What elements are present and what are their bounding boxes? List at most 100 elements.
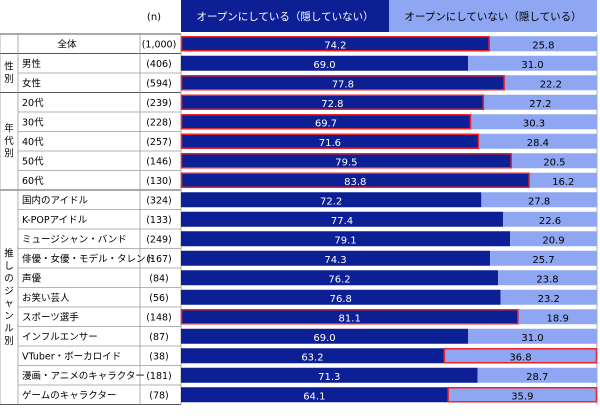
category-label: ゲームのキャラクター: [22, 390, 116, 402]
group-label: 推しのジャンル別: [4, 247, 14, 347]
bar-open: [181, 114, 471, 130]
chart-row: 漫画・アニメのキャラクター (181) 71.3 28.7: [22, 367, 597, 383]
sample-size-label: (56): [149, 293, 169, 304]
category-label: 男性: [22, 58, 42, 70]
bar-open: [181, 328, 469, 344]
chart-rows: 全体 (1,000) 74.2 25.8 男性 (406) 69.0 31.0 女性 (594) 7…: [22, 36, 598, 403]
value-label-open: 74.2: [324, 40, 346, 51]
value-label-open: 63.2: [301, 352, 323, 363]
sample-size-label: (38): [149, 352, 169, 363]
value-label-open: 71.3: [318, 372, 340, 383]
value-label-hidden: 31.0: [521, 60, 543, 71]
bar-open: [181, 211, 503, 227]
value-label-hidden: 27.8: [528, 196, 550, 207]
group-label: 性別: [4, 61, 14, 86]
bar-open: [181, 270, 498, 286]
bar-hidden: [500, 289, 597, 305]
legend: (n) オープンにしている（隠していない） オープンにしていない（隠している）: [147, 0, 597, 32]
bar-hidden: [478, 133, 597, 149]
bar-open: [181, 153, 512, 169]
sample-size-label: (1,000): [142, 40, 177, 51]
bar-hidden: [443, 348, 597, 364]
sample-size-label: (181): [146, 371, 172, 382]
sample-size-label: (239): [146, 98, 172, 109]
chart-row: ミュージシャン・バンド (249) 79.1 20.9: [22, 231, 597, 247]
chart-row: インフルエンサー (87) 69.0 31.0: [22, 328, 597, 344]
chart-row: ゲームのキャラクター (78) 64.1 35.9: [22, 387, 598, 403]
value-label-hidden: 25.7: [532, 255, 554, 266]
highlight-box-open: [180, 172, 530, 188]
bar-open: [181, 133, 479, 149]
category-label: 全体: [57, 39, 77, 51]
value-label-open: 79.1: [334, 235, 356, 246]
category-label: 声優: [22, 273, 42, 285]
highlight-box-open: [180, 153, 512, 169]
value-label-open: 64.1: [303, 391, 325, 402]
highlight-box-open: [180, 114, 472, 130]
value-label-open: 77.8: [332, 79, 354, 90]
chart-row: 20代 (239) 72.8 27.2: [22, 94, 597, 110]
value-label-hidden: 28.4: [527, 138, 549, 149]
sample-size-label: (146): [146, 157, 172, 168]
value-label-open: 69.0: [313, 333, 335, 344]
chart-row: VTuber・ボーカロイド (38) 63.2 36.8: [22, 348, 598, 364]
bar-open: [181, 367, 478, 383]
chart-row: 声優 (84) 76.2 23.8: [22, 270, 597, 286]
highlight-box-hidden: [447, 387, 598, 403]
bar-hidden: [497, 270, 597, 286]
legend-swatch-hidden: [389, 0, 597, 32]
value-label-open: 71.6: [319, 138, 341, 149]
bar-hidden: [510, 231, 597, 247]
value-label-hidden: 22.6: [539, 216, 561, 227]
value-label-open: 81.1: [339, 313, 361, 324]
value-label-hidden: 36.8: [509, 352, 531, 363]
value-label-open: 72.2: [320, 196, 342, 207]
bar-hidden: [502, 211, 597, 227]
sample-size-label: (406): [146, 59, 172, 70]
chart-row: お笑い芸人 (56) 76.8 23.2: [22, 289, 597, 305]
bar-hidden: [529, 172, 597, 188]
sample-size-label: (78): [149, 391, 169, 402]
value-label-hidden: 28.7: [526, 372, 548, 383]
category-label: 40代: [22, 137, 44, 148]
value-label-hidden: 20.5: [543, 157, 565, 168]
sample-size-label: (249): [146, 235, 172, 246]
bar-hidden: [504, 75, 597, 91]
table-grid: [0, 33, 598, 405]
bar-hidden: [468, 55, 597, 71]
legend-label-open: オープンにしている（隠していない）: [196, 11, 373, 23]
sample-size-label: (594): [146, 79, 172, 90]
legend-label-hidden: オープンにしていない（隠している）: [404, 11, 581, 23]
chart-row: K-POPアイドル (133) 77.4 22.6: [22, 211, 597, 227]
sample-size-label: (228): [146, 118, 172, 129]
sample-size-label: (87): [149, 332, 169, 343]
value-label-hidden: 16.2: [552, 177, 574, 188]
value-label-hidden: 18.9: [547, 313, 569, 324]
category-label: VTuber・ボーカロイド: [22, 352, 121, 363]
highlight-box-hidden: [443, 348, 598, 364]
category-label: お笑い芸人: [22, 292, 70, 304]
bar-open: [181, 231, 511, 247]
value-label-open: 79.5: [335, 157, 357, 168]
category-label: K-POPアイドル: [22, 215, 88, 226]
chart-row: 40代 (257) 71.6 28.4: [22, 133, 597, 149]
category-label: 女性: [22, 78, 42, 90]
value-label-open: 76.8: [330, 294, 352, 305]
value-label-hidden: 20.9: [542, 235, 564, 246]
value-label-hidden: 23.2: [538, 294, 560, 305]
chart-row: 国内のアイドル (324) 72.2 27.8: [22, 192, 597, 208]
value-label-hidden: 22.2: [540, 79, 562, 90]
value-label-open: 69.0: [313, 60, 335, 71]
category-label: 俳優・女優・モデル・タレント: [22, 253, 155, 265]
bar-open: [181, 172, 530, 188]
category-label: ミュージシャン・バンド: [22, 235, 127, 246]
bar-hidden: [470, 114, 597, 130]
value-label-hidden: 35.9: [511, 391, 533, 402]
sample-size-label: (84): [149, 274, 169, 285]
category-label: 20代: [22, 98, 44, 109]
category-label: 60代: [22, 176, 44, 187]
value-label-open: 72.8: [321, 99, 343, 110]
bar-hidden: [447, 387, 597, 403]
